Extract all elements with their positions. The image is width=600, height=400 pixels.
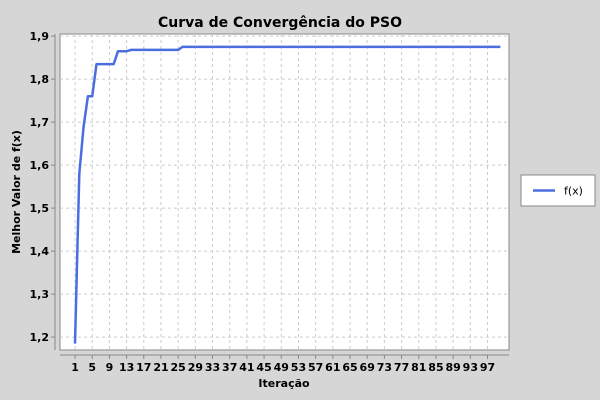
x-tick-label: 45: [256, 361, 271, 374]
x-tick-label: 57: [308, 361, 323, 374]
y-tick-label: 1,3: [30, 288, 50, 301]
x-tick-label: 85: [428, 361, 443, 374]
chart-title: Curva de Convergência do PSO: [158, 15, 402, 31]
y-gridlines: [60, 35, 509, 338]
x-tick-label: 13: [119, 361, 134, 374]
x-tick-label: 61: [325, 361, 340, 374]
x-axis: 1 5 9 13 17 21 25 29 33 37 41 45 49 53 57 61 65 69 73 77 81 8…: [60, 354, 509, 374]
x-tick-label: 97: [480, 361, 495, 374]
x-tick-label: 5: [88, 361, 96, 374]
x-tick-label: 49: [274, 361, 289, 374]
x-gridlines: [74, 34, 489, 350]
x-tick-label: 25: [171, 361, 186, 374]
legend-box: [520, 174, 596, 207]
x-tick-label: 89: [445, 361, 460, 374]
y-tick-label: 1,8: [30, 73, 50, 86]
y-tick-label: 1,6: [30, 159, 50, 172]
x-tick-label: 37: [222, 361, 237, 374]
x-tick-label: 69: [360, 361, 375, 374]
series-line-fx: [73, 45, 501, 344]
legend-entry-fx: f(x): [564, 185, 583, 198]
y-tick-label: 1,7: [30, 116, 50, 129]
x-tick-label: 65: [342, 361, 357, 374]
x-tick-label: 21: [153, 361, 168, 374]
x-tick-label: 93: [463, 361, 478, 374]
x-tick-label: 73: [377, 361, 392, 374]
y-tick-label: 1,5: [30, 202, 50, 215]
y-tick-label: 1,4: [30, 245, 50, 258]
x-tick-label: 17: [136, 361, 151, 374]
y-axis: 1,2 1,3 1,4 1,5 1,6 1,7 1,8 1,9: [30, 30, 56, 350]
x-axis-label: Iteração: [258, 377, 310, 390]
x-tick-label: 29: [188, 361, 203, 374]
legend: f(x): [520, 174, 596, 207]
y-tick-label: 1,9: [30, 30, 50, 43]
x-tick-label: 9: [106, 361, 114, 374]
x-tick-label: 81: [411, 361, 426, 374]
y-axis-label: Melhor Valor de f(x): [10, 130, 23, 254]
y-tick-label: 1,2: [30, 331, 50, 344]
x-tick-label: 33: [205, 361, 220, 374]
x-tick-label: 77: [394, 361, 409, 374]
x-tick-label: 53: [291, 361, 306, 374]
x-tick-label: 41: [239, 361, 254, 374]
series-layer: [73, 45, 501, 344]
plot-area: [59, 33, 510, 351]
x-tick-label: 1: [71, 361, 79, 374]
